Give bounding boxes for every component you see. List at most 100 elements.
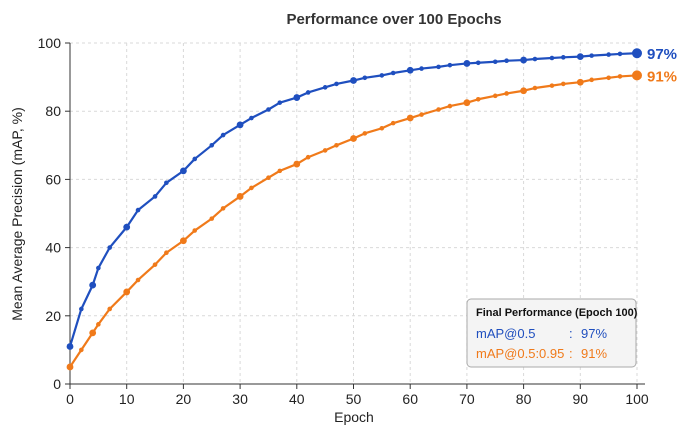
legend-item-map50-value: 97% <box>581 326 607 341</box>
data-point <box>192 228 198 233</box>
data-point <box>249 115 254 121</box>
y-tick-label: 80 <box>45 103 61 119</box>
final-value-label: 97% <box>647 46 677 63</box>
data-point <box>66 363 74 371</box>
data-point <box>549 55 555 61</box>
legend-box: Final Performance (Epoch 100) mAP@0.5 : … <box>466 298 638 368</box>
data-point <box>164 250 169 256</box>
legend-item-map50-sep: : <box>569 326 573 341</box>
data-point <box>209 216 215 221</box>
x-tick-label: 0 <box>66 391 74 407</box>
data-point <box>463 99 471 107</box>
data-point <box>236 193 244 200</box>
series-line-0 <box>68 52 638 347</box>
grid <box>70 42 638 384</box>
data-point <box>334 143 339 148</box>
data-point <box>220 206 226 211</box>
data-point <box>180 167 187 175</box>
legend-item-map50-label: mAP@0.5 <box>476 326 535 341</box>
data-point <box>96 322 101 327</box>
data-point <box>192 156 198 162</box>
x-tick-label: 40 <box>289 391 305 407</box>
data-point <box>390 120 396 126</box>
y-tick-label: 0 <box>53 376 61 392</box>
x-tick-label: 70 <box>459 391 475 407</box>
data-point <box>152 262 158 267</box>
x-tick-label: 50 <box>346 391 362 407</box>
data-point <box>266 107 271 112</box>
data-point <box>293 160 301 168</box>
data-point <box>589 77 594 83</box>
final-value-label: 91% <box>647 68 677 85</box>
data-point <box>463 60 471 67</box>
data-point <box>305 154 311 160</box>
data-point <box>419 66 424 71</box>
data-point <box>406 114 414 122</box>
data-point <box>504 91 509 96</box>
legend-item-map5095-value: 91% <box>581 346 607 361</box>
legend-item-map5095-sep: : <box>569 346 573 361</box>
data-point <box>379 73 385 78</box>
data-point <box>89 329 97 337</box>
data-point <box>532 85 538 91</box>
data-point <box>220 132 226 138</box>
data-point <box>152 194 158 199</box>
chart-title: Performance over 100 Epochs <box>286 11 501 28</box>
data-point <box>520 56 527 64</box>
data-point <box>560 81 566 87</box>
data-point <box>475 96 481 102</box>
data-point <box>532 56 538 62</box>
x-tick-label: 10 <box>119 391 135 407</box>
data-point <box>390 70 396 76</box>
data-point <box>334 81 339 87</box>
data-point <box>266 175 271 180</box>
data-point <box>436 107 441 112</box>
data-point <box>180 237 187 245</box>
data-point <box>123 288 131 296</box>
final-point <box>632 48 642 59</box>
x-axis-label: Epoch <box>334 409 374 425</box>
legend-item-map5095-label: mAP@0.5:0.95 <box>476 346 564 361</box>
data-point <box>520 87 527 95</box>
data-point <box>560 55 566 60</box>
y-tick-label: 20 <box>45 308 61 324</box>
data-point <box>447 62 453 68</box>
data-point <box>322 85 328 90</box>
data-point <box>89 281 97 289</box>
x-tick-label: 30 <box>232 391 248 407</box>
data-point <box>249 185 254 191</box>
data-point <box>549 83 555 88</box>
data-point <box>475 60 481 66</box>
data-point <box>362 131 368 136</box>
data-point <box>419 112 424 117</box>
data-point <box>436 64 441 70</box>
data-point <box>447 103 453 109</box>
x-tick-label: 100 <box>625 391 649 407</box>
data-point <box>576 78 584 86</box>
data-point <box>492 59 498 65</box>
y-axis-label: Mean Average Precision (mAP, %) <box>9 107 25 320</box>
x-tick-label: 90 <box>573 391 589 407</box>
final-labels: 97%91% <box>647 46 677 85</box>
data-point <box>379 125 385 131</box>
data-point <box>606 75 611 81</box>
data-point <box>350 77 357 84</box>
x-tick-label: 80 <box>516 391 532 407</box>
data-point <box>293 94 301 101</box>
data-point <box>123 223 131 231</box>
final-point <box>632 70 642 81</box>
data-point <box>606 52 611 57</box>
x-tick-label: 60 <box>402 391 418 407</box>
data-point <box>492 93 498 99</box>
data-point <box>79 306 84 312</box>
data-point <box>504 58 509 64</box>
data-point <box>164 180 169 186</box>
data-point <box>576 53 584 61</box>
data-point <box>322 148 328 153</box>
data-point <box>617 51 623 57</box>
data-point <box>350 135 357 142</box>
data-point <box>589 53 594 58</box>
axes: 0 10 20 30 40 50 60 70 80 90 100 0 20 40 60 80 100 <box>38 35 649 407</box>
data-point <box>79 347 84 353</box>
